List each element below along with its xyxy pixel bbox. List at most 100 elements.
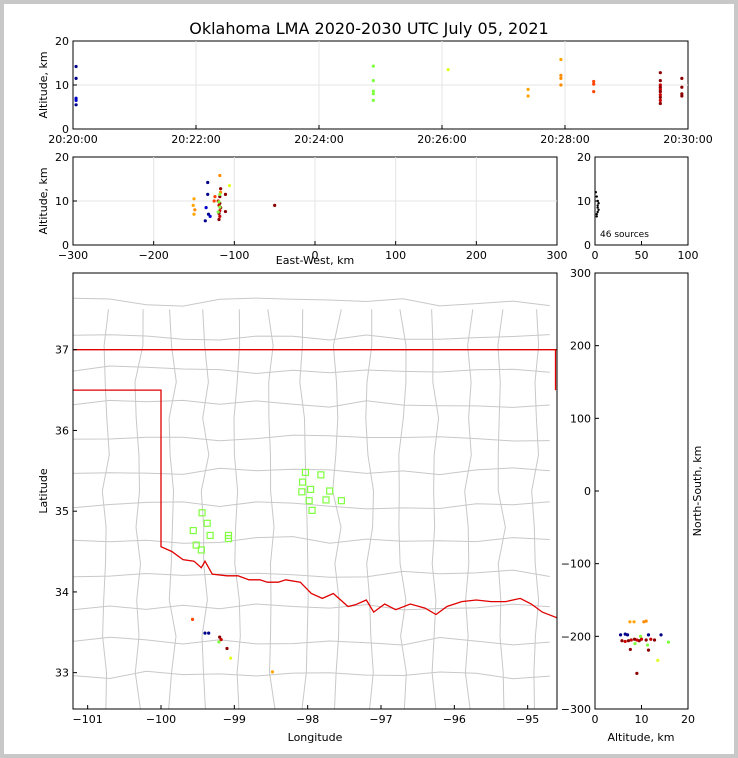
county-line bbox=[431, 309, 440, 709]
tick-label: 34 bbox=[55, 586, 69, 599]
time-height-point bbox=[559, 73, 563, 77]
plan-view-point bbox=[218, 635, 222, 639]
county-line bbox=[200, 309, 210, 709]
ns-height-point bbox=[629, 638, 633, 642]
ew-height-point bbox=[192, 212, 196, 216]
tick-label: 100 bbox=[678, 249, 699, 262]
time-height-point bbox=[658, 71, 662, 75]
ns-height-point bbox=[666, 640, 671, 644]
county-line bbox=[73, 334, 550, 341]
county-line bbox=[497, 309, 506, 709]
time-height-point bbox=[680, 76, 684, 80]
ew-height-point bbox=[218, 214, 222, 218]
time-height-panel: 20:20:00 20:22:00 20:24:00 20:26:00 20:28:00… bbox=[37, 35, 713, 146]
plan-view-points bbox=[190, 617, 275, 674]
time-height-point bbox=[74, 98, 78, 102]
time-height-point bbox=[658, 90, 662, 94]
plan-view-border bbox=[72, 272, 558, 710]
tick-label: 300 bbox=[547, 249, 568, 262]
time-height-ticks: 20:20:00 20:22:00 20:24:00 20:26:00 20:28:00… bbox=[48, 35, 712, 146]
county-line bbox=[168, 309, 177, 709]
ew-height-point bbox=[223, 192, 228, 196]
ew-height-ylabel: Altitude, km bbox=[37, 167, 50, 234]
histogram-point bbox=[597, 208, 600, 211]
ns-height-point bbox=[623, 632, 627, 636]
county-lines bbox=[73, 297, 572, 709]
tick-label: 20 bbox=[681, 713, 695, 726]
ew-height-point bbox=[206, 180, 210, 185]
tick-label: −300 bbox=[58, 249, 88, 262]
time-height-point bbox=[592, 82, 596, 86]
tick-label: 10 bbox=[55, 195, 69, 208]
histogram-point bbox=[597, 202, 600, 205]
time-height-point bbox=[371, 92, 375, 96]
tick-label: 300 bbox=[570, 267, 591, 280]
county-line bbox=[332, 309, 342, 709]
station-marker bbox=[307, 485, 315, 493]
ew-height-point bbox=[218, 195, 222, 199]
tick-label: −100 bbox=[561, 558, 591, 571]
station-marker bbox=[322, 496, 330, 504]
tick-label: 33 bbox=[55, 667, 69, 680]
tick-label: 10 bbox=[55, 79, 69, 92]
tick-label: −97 bbox=[369, 713, 392, 726]
county-line bbox=[267, 309, 276, 709]
ew-height-point bbox=[273, 203, 277, 207]
ew-height-point bbox=[204, 206, 208, 210]
ns-height-points bbox=[618, 619, 671, 675]
time-height-point bbox=[526, 87, 530, 91]
tick-label: −101 bbox=[73, 713, 103, 726]
ns-height-axes bbox=[594, 272, 689, 710]
tick-label: 20:26:00 bbox=[417, 133, 466, 146]
county-line bbox=[134, 309, 144, 709]
county-line bbox=[73, 399, 550, 408]
tick-label: 200 bbox=[466, 249, 487, 262]
ew-height-point bbox=[212, 199, 216, 203]
histogram-panel: 0 50 100 0 10 20 46 sources bbox=[577, 151, 699, 262]
ns-height-point bbox=[656, 658, 660, 662]
county-line bbox=[73, 636, 550, 646]
lma-figure: Oklahoma LMA 2020-2030 UTC July 05, 2021… bbox=[37, 19, 713, 744]
tick-label: −96 bbox=[443, 713, 466, 726]
tick-label: −100 bbox=[146, 713, 176, 726]
tick-label: 20:22:00 bbox=[171, 133, 220, 146]
time-height-point bbox=[680, 85, 684, 89]
histogram-point bbox=[595, 213, 598, 216]
time-height-point bbox=[658, 95, 662, 99]
county-line bbox=[73, 670, 550, 680]
ns-height-point bbox=[644, 619, 648, 623]
tick-label: 20 bbox=[577, 151, 591, 164]
tick-label: 20 bbox=[55, 35, 69, 48]
county-line bbox=[73, 536, 550, 544]
tick-label: −200 bbox=[561, 630, 591, 643]
tick-label: 20:20:00 bbox=[48, 133, 97, 146]
county-line bbox=[73, 434, 550, 442]
time-height-points bbox=[74, 57, 684, 107]
station-marker bbox=[298, 478, 307, 486]
tick-label: 10 bbox=[577, 195, 591, 208]
source-count: 46 sources bbox=[600, 230, 649, 240]
tick-label: 0 bbox=[62, 239, 69, 252]
ew-height-point bbox=[206, 212, 211, 216]
ns-height-point bbox=[638, 634, 643, 638]
ns-height-xlabel: Altitude, km bbox=[607, 731, 674, 744]
station-marker bbox=[326, 487, 334, 495]
time-height-point bbox=[371, 64, 375, 68]
station-marker bbox=[298, 488, 306, 496]
county-line bbox=[398, 309, 407, 709]
time-height-point bbox=[74, 103, 78, 107]
county-line bbox=[567, 309, 572, 709]
tick-label: 0 bbox=[312, 249, 319, 262]
county-line bbox=[464, 309, 474, 709]
tick-label: −300 bbox=[561, 703, 591, 716]
chart-title: Oklahoma LMA 2020-2030 UTC July 05, 2021 bbox=[189, 19, 548, 38]
station-marker bbox=[198, 509, 206, 517]
county-line bbox=[73, 603, 550, 611]
plan-view-point bbox=[207, 631, 211, 635]
tick-label: 20:28:00 bbox=[540, 133, 589, 146]
ew-height-point bbox=[216, 210, 220, 214]
ew-height-point bbox=[219, 187, 223, 191]
station-marker bbox=[197, 546, 205, 554]
ew-height-point bbox=[208, 214, 212, 218]
time-height-point bbox=[658, 98, 662, 102]
